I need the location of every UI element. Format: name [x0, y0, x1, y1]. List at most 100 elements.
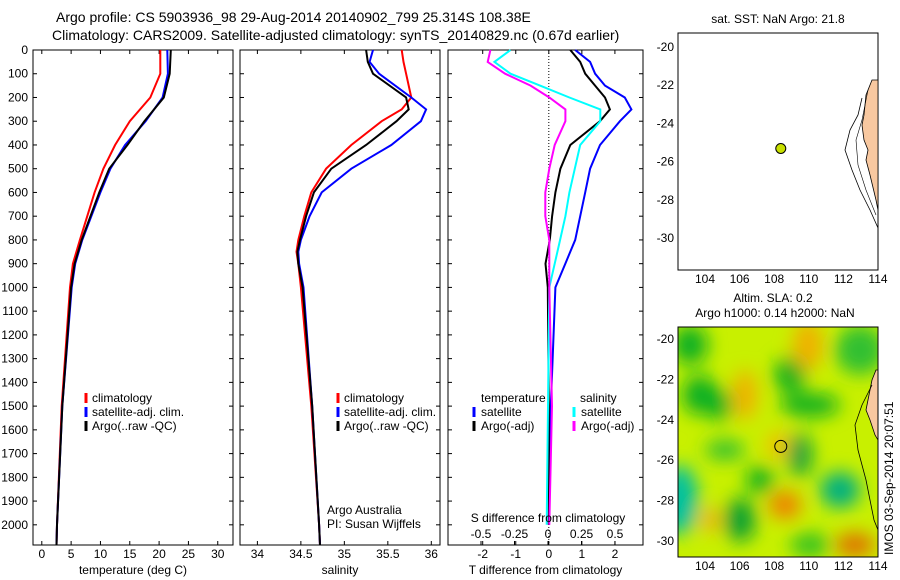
y-tick-label: 500: [8, 162, 28, 176]
y-tick-label: 100: [8, 67, 28, 81]
y-tick-label: 1800: [1, 470, 28, 484]
x-tick-label: 35: [338, 547, 352, 561]
series-line-temperature-argo-adj: [544, 49, 612, 525]
y-tick-label: 1400: [1, 375, 28, 389]
map-lat-tick-label: -24: [657, 116, 675, 130]
figure-title-line2: Climatology: CARS2009. Satellite-adjuste…: [52, 27, 620, 43]
x-tick-label: 2: [612, 547, 619, 561]
annotation-argo-australia: Argo Australia: [327, 503, 402, 517]
y-tick-label: 400: [8, 138, 28, 152]
map-lat-tick-label: -28: [657, 193, 675, 207]
x-tick-label: -1: [510, 547, 521, 561]
map-lat-tick-label: -20: [657, 332, 675, 346]
series-line-salinity-argo-adj: [486, 49, 567, 525]
sst-map-title: sat. SST: NaN Argo: 21.8: [711, 12, 845, 26]
y-tick-label: 1300: [1, 352, 28, 366]
x2-axis-label: S difference from climatology: [471, 511, 626, 525]
y-tick-label: 1000: [1, 280, 28, 294]
map-lat-tick-label: -20: [657, 40, 675, 54]
x2-tick-label: -0.5: [471, 527, 492, 541]
legend-title-temperature: temperature: [481, 391, 546, 405]
x-tick-label: 34: [251, 547, 265, 561]
x-tick-label: 36: [425, 547, 439, 561]
map-lon-tick-label: 104: [695, 272, 715, 286]
axes-frame-difference: [447, 49, 644, 546]
x-axis-label: T difference from climatology: [469, 563, 623, 577]
legend-label: satellite-adj. clim.: [92, 405, 184, 419]
y-tick-label: 1100: [2, 304, 28, 318]
annotation-pi-name: PI: Susan Wijffels: [327, 517, 421, 531]
legend-title-salinity: salinity: [580, 391, 617, 405]
map-lon-tick-label: 108: [764, 559, 784, 573]
x2-tick-label: 0.25: [570, 527, 594, 541]
profile-panels: 0100200300400500600700800900100011001200…: [1, 33, 888, 577]
legend-label: climatology: [344, 391, 404, 405]
axes-frame-temperature: [32, 49, 234, 546]
y-tick-label: 0: [21, 43, 28, 57]
argo-position-marker: [775, 142, 787, 154]
isobath-contour: [854, 384, 878, 531]
legend-label: climatology: [92, 391, 152, 405]
legend-label: Argo(..raw -QC): [344, 419, 429, 433]
map-lat-tick-label: -28: [657, 494, 675, 508]
axes-frame-salinity: [239, 49, 441, 546]
y-tick-label: 1500: [1, 399, 28, 413]
sla-map-title-line1: Altim. SLA: 0.2: [733, 291, 813, 305]
map-lon-tick-label: 106: [730, 559, 750, 573]
x2-tick-label: 0: [545, 527, 552, 541]
series-line-temperature-climatology: [55, 50, 162, 546]
x-tick-label: 1: [579, 547, 586, 561]
argo-position-marker: [774, 439, 788, 453]
legend-label: satellite: [481, 405, 522, 419]
legend-label: satellite-adj. clim.: [344, 405, 436, 419]
land-australia: [861, 79, 878, 211]
x-tick-label: 0: [545, 547, 552, 561]
y-tick-label: 600: [8, 185, 28, 199]
x-tick-label: 20: [152, 547, 166, 561]
series-line-temperature-satellite: [547, 49, 633, 525]
map-lon-tick-label: 114: [868, 272, 887, 286]
map-lat-tick-label: -30: [657, 231, 675, 245]
map-lon-tick-label: 112: [834, 272, 853, 286]
y-tick-label: 1700: [1, 447, 28, 461]
map-lon-tick-label: 114: [868, 559, 887, 573]
map-lat-tick-label: -22: [657, 78, 675, 92]
map-lon-tick-label: 110: [799, 559, 818, 573]
y-tick-label: 2000: [1, 518, 28, 532]
sla-map-title-line2: Argo h1000: 0.14 h2000: NaN: [695, 306, 854, 320]
y-tick-label: 200: [8, 90, 28, 104]
x-tick-label: 34.5: [289, 547, 313, 561]
x-tick-label: 5: [68, 547, 75, 561]
y-tick-label: 1900: [1, 494, 28, 508]
x-tick-label: 15: [123, 547, 137, 561]
sst-map: sat. SST: NaN Argo: 21.8: [677, 12, 879, 271]
map-lon-tick-label: 112: [834, 559, 853, 573]
sla-field: [678, 327, 878, 557]
x2-tick-label: -0.25: [501, 527, 529, 541]
x-tick-label: 25: [182, 547, 196, 561]
sla-map: Altim. SLA: 0.2 Argo h1000: 0.14 h2000: …: [677, 291, 879, 558]
x-tick-label: 30: [211, 547, 225, 561]
isobath-contour: [855, 89, 877, 216]
map-lon-tick-label: 110: [799, 272, 818, 286]
map-lat-tick-label: -30: [657, 534, 675, 548]
x-tick-label: 10: [94, 547, 108, 561]
legend-label: Argo(-adj): [581, 419, 634, 433]
map-lat-tick-label: -22: [657, 372, 675, 386]
series-line-salinity-satellite-adj-clim: [297, 49, 428, 546]
x-axis-label: salinity: [322, 563, 359, 577]
x2-tick-label: 0.5: [607, 527, 624, 541]
isobath-contour: [844, 97, 878, 229]
x-axis-label: temperature (deg C): [79, 563, 187, 577]
map-lon-tick-label: 108: [764, 272, 784, 286]
series-line-salinity-climatology: [295, 49, 413, 546]
map-lon-tick-label: 106: [730, 272, 750, 286]
imos-timestamp: IMOS 03-Sep-2014 20:07:51: [882, 401, 896, 555]
map-lat-tick-label: -26: [657, 155, 675, 169]
legend-label: Argo(-adj): [481, 419, 534, 433]
series-line-temperature-argo-raw-qc: [55, 49, 172, 546]
y-tick-label: 900: [8, 257, 28, 271]
map-lat-tick-label: -26: [657, 453, 675, 467]
map-lon-tick-label: 104: [695, 559, 715, 573]
